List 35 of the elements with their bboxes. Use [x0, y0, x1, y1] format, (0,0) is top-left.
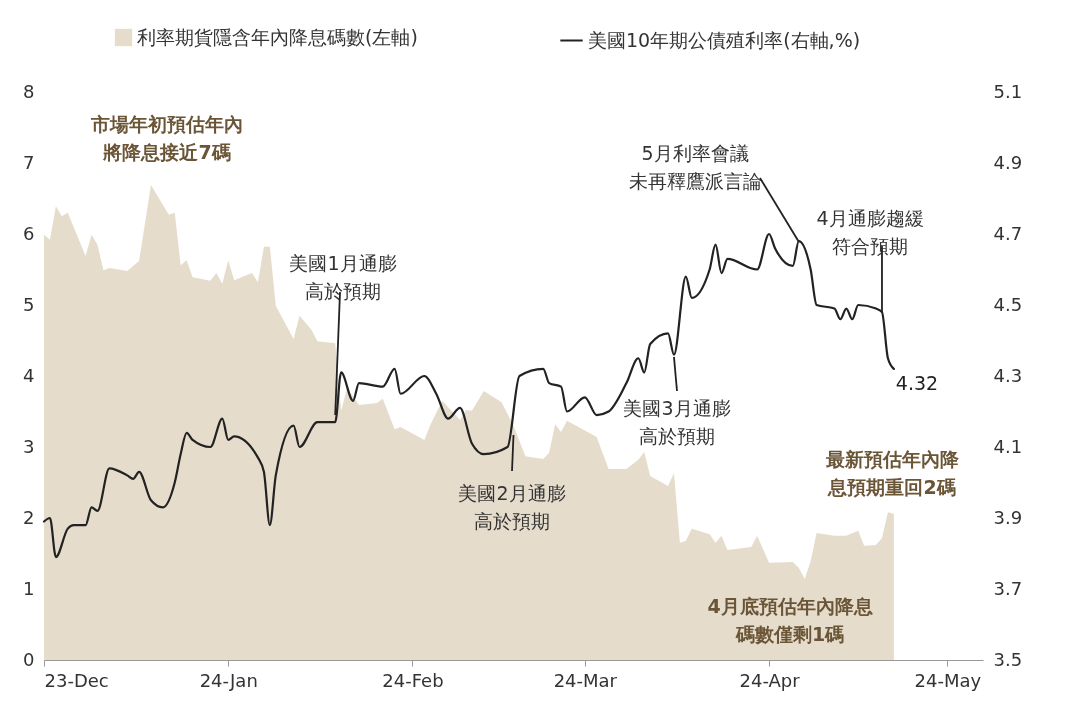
y2-tick-label: 5.1: [993, 80, 1023, 102]
annotation: 美國1月通膨高於預期: [289, 252, 397, 302]
y-tick-label: 8: [23, 80, 35, 102]
x-tick-label: 24-May: [914, 669, 982, 691]
annotation: 4月底預估年內降息碼數僅剩1碼: [707, 595, 873, 645]
y-tick-label: 5: [23, 293, 35, 315]
y-tick-label: 6: [23, 222, 35, 244]
annotation: 4月通膨趨緩符合預期: [816, 207, 924, 257]
legend-label: 利率期貨隱含年內降息碼數(左軸): [137, 25, 418, 48]
y2-tick-label: 4.3: [993, 364, 1023, 386]
annotation: 美國3月通膨高於預期: [623, 397, 731, 447]
data-label: 4.32: [895, 371, 939, 394]
annotation: 市場年初預估年內將降息接近7碼: [90, 113, 243, 163]
y-tick-label: 3: [23, 435, 35, 457]
y2-tick-label: 4.7: [993, 222, 1023, 244]
legend-label: 美國10年期公債殖利率(右軸,%): [588, 28, 861, 51]
y2-tick-label: 4.9: [993, 151, 1023, 173]
y2-tick-label: 4.1: [993, 435, 1023, 457]
y-tick-label: 4: [23, 364, 35, 386]
x-tick-label: 24-Apr: [739, 669, 801, 691]
y2-tick-label: 3.7: [993, 577, 1023, 599]
y-tick-label: 2: [23, 506, 35, 528]
y-tick-label: 0: [23, 648, 35, 670]
y2-tick-label: 4.5: [993, 293, 1023, 315]
x-tick-label: 23-Dec: [44, 669, 109, 691]
y2-tick-label: 3.5: [993, 648, 1023, 670]
annotation: 最新預估年內降息預期重回2碼: [824, 448, 960, 498]
x-tick-label: 24-Mar: [553, 669, 618, 691]
y2-tick-label: 3.9: [993, 506, 1023, 528]
y-tick-label: 1: [23, 577, 35, 599]
annotation: 5月利率會議未再釋鷹派言論: [628, 142, 762, 192]
x-tick-label: 24-Feb: [382, 669, 444, 691]
annotation: 美國2月通膨高於預期: [458, 482, 566, 532]
x-tick-label: 24-Jan: [199, 669, 258, 691]
y-tick-label: 7: [23, 151, 35, 173]
